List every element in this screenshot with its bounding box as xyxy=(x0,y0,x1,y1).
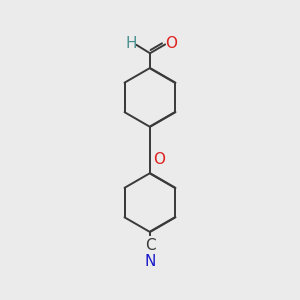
Text: C: C xyxy=(145,238,155,253)
Text: O: O xyxy=(165,36,177,51)
Text: N: N xyxy=(144,254,156,269)
Text: H: H xyxy=(126,36,137,51)
Text: O: O xyxy=(153,152,165,167)
